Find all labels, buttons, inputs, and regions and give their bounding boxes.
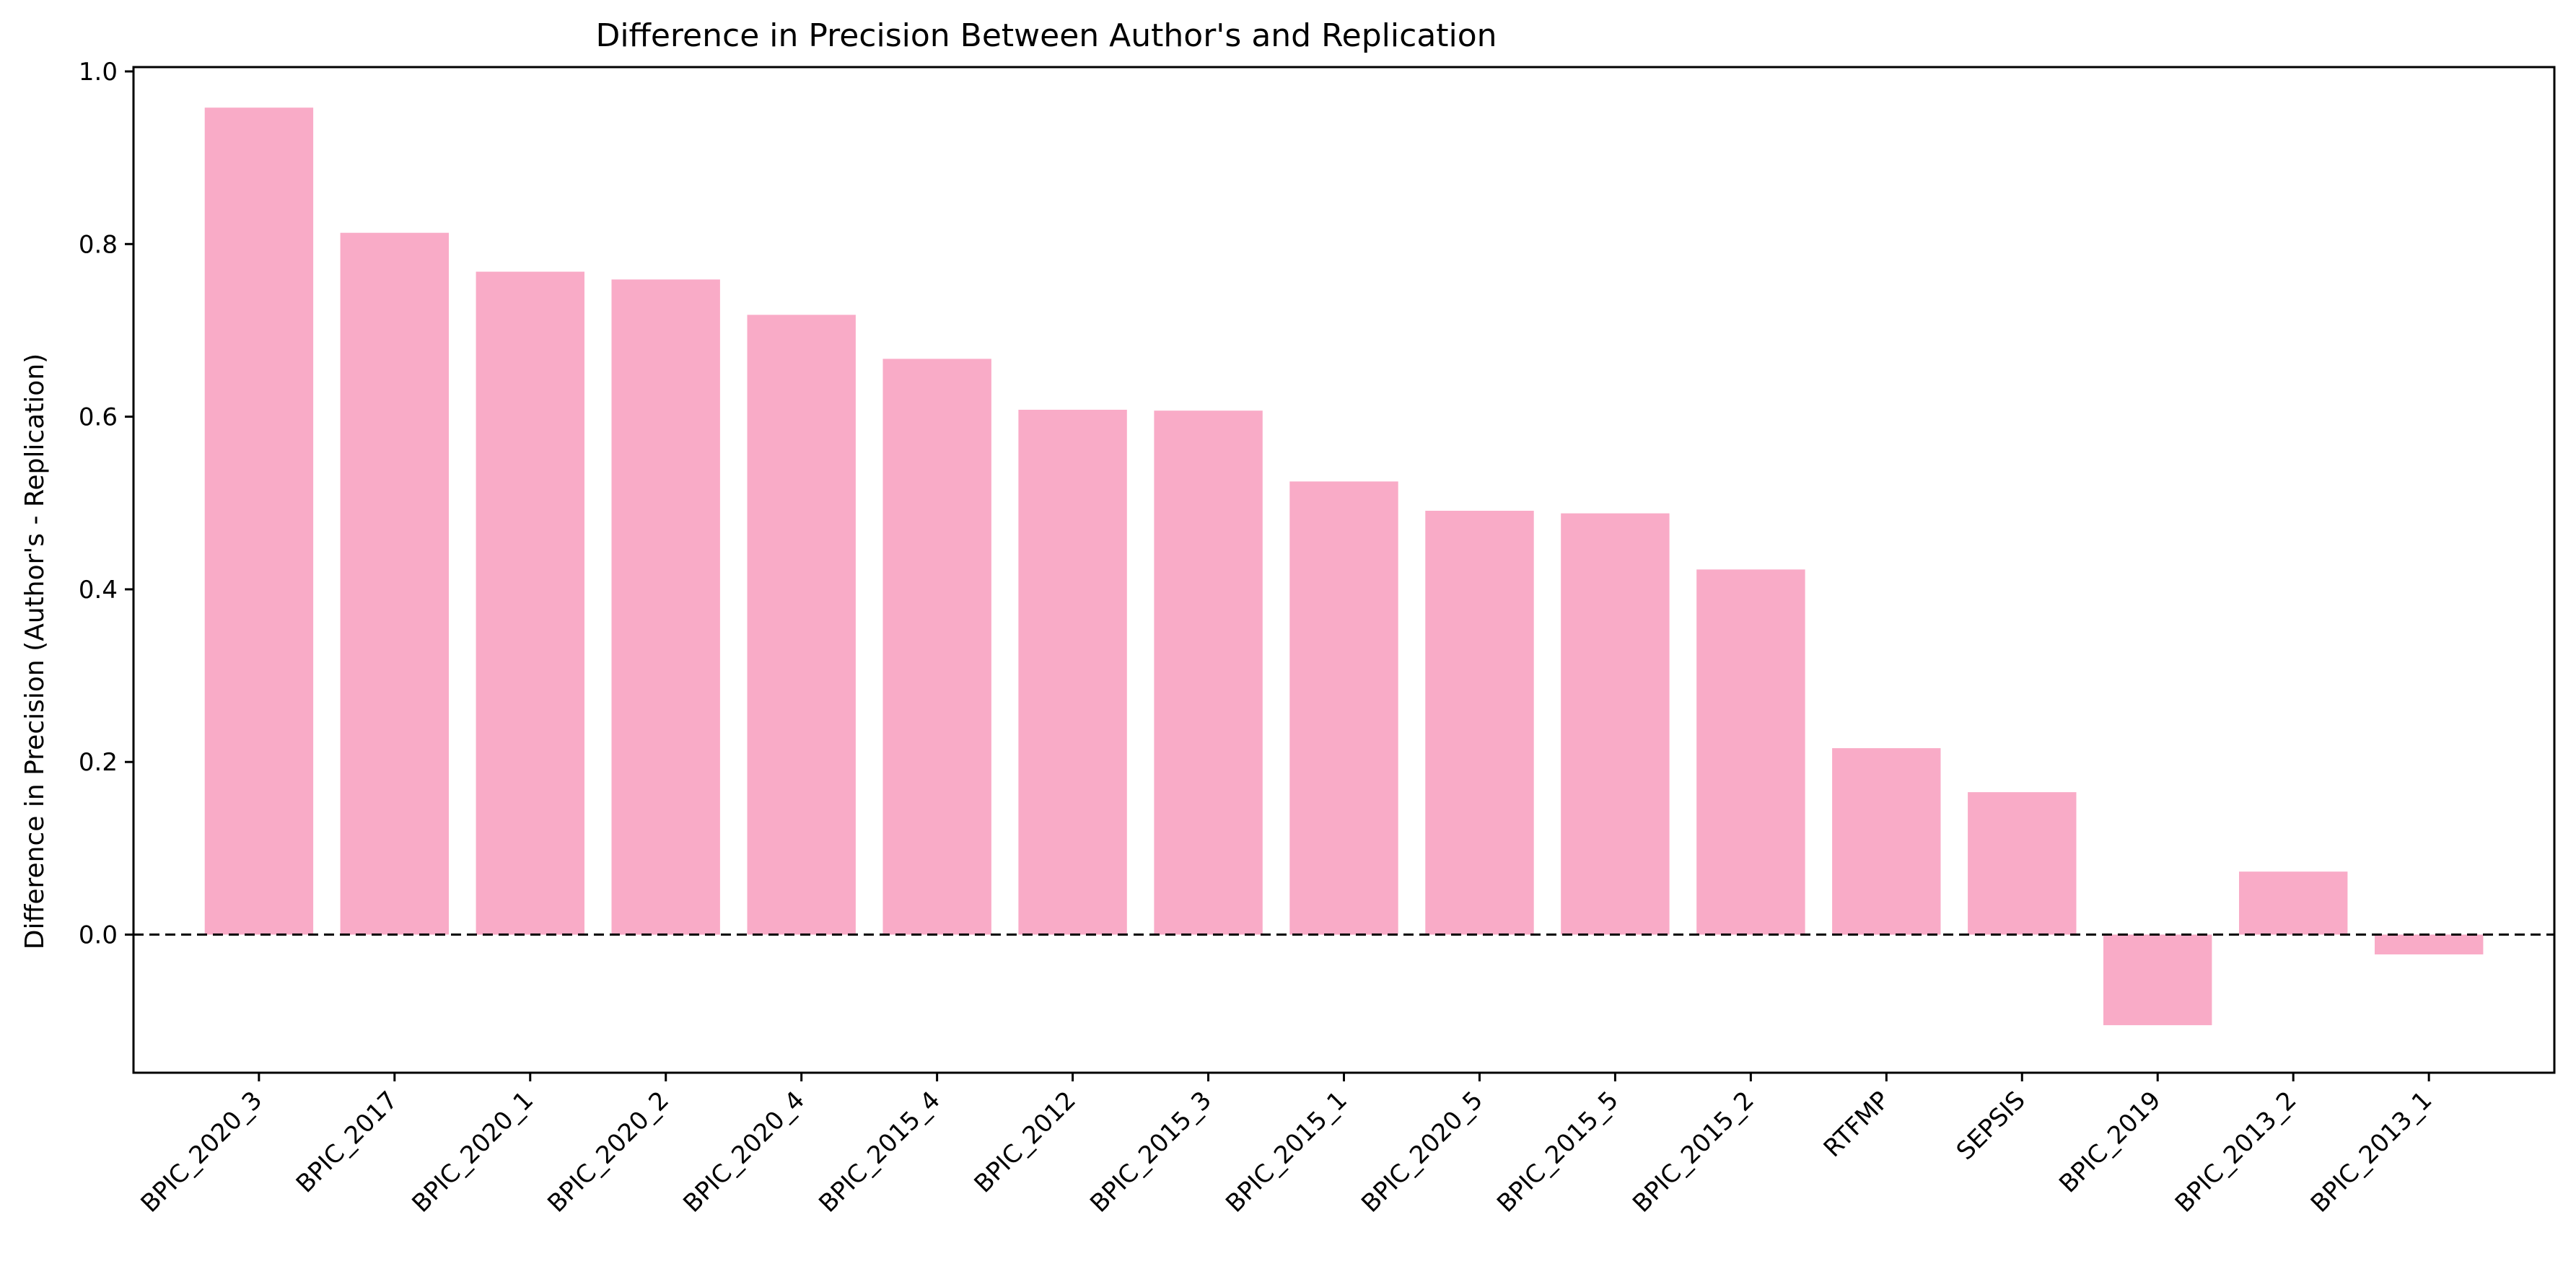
x-tick-label: BPIC_2013_1 — [2305, 1086, 2438, 1218]
bar-bpic-2020-1 — [476, 271, 584, 935]
y-tick-label: 0.6 — [79, 403, 118, 432]
bar-bpic-2015-5 — [1561, 513, 1670, 935]
x-tick-label: BPIC_2015_3 — [1085, 1086, 1217, 1218]
x-tick-label: BPIC_2015_4 — [813, 1086, 946, 1218]
x-tick-label: BPIC_2015_1 — [1220, 1086, 1353, 1218]
bar-bpic-2015-4 — [882, 359, 991, 935]
x-tick-label: BPIC_2015_5 — [1491, 1086, 1624, 1218]
x-tick-label: SEPSIS — [1951, 1086, 2031, 1166]
bar-bpic-2017 — [340, 232, 449, 935]
bar-bpic-2015-3 — [1154, 410, 1263, 935]
bar-bpic-2020-2 — [611, 279, 720, 935]
x-tick-label: RTFMP — [1818, 1086, 1896, 1163]
bar-rtfmp — [1832, 748, 1941, 935]
bar-bpic-2012 — [1018, 410, 1127, 935]
bar-bpic-2015-2 — [1696, 569, 1805, 935]
y-tick-label: 1.0 — [79, 58, 118, 87]
x-tick-label: BPIC_2013_2 — [2170, 1086, 2303, 1218]
x-tick-label: BPIC_2020_2 — [542, 1086, 675, 1218]
x-tick-label: BPIC_2020_5 — [1356, 1086, 1489, 1218]
y-axis-label: Difference in Precision (Author's - Repl… — [20, 353, 50, 949]
bar-bpic-2013-1 — [2375, 934, 2484, 954]
chart-title: Difference in Precision Between Author's… — [595, 17, 1497, 54]
x-axis-ticks: BPIC_2020_3 BPIC_2017 BPIC_2020_1 BPIC_2020… — [136, 1073, 2438, 1218]
y-axis-ticks: 0.0 0.2 0.4 0.6 0.8 1.0 — [79, 58, 133, 950]
y-tick-label: 0.4 — [79, 576, 118, 605]
bar-bpic-2020-3 — [204, 107, 314, 935]
bars-group — [204, 107, 2484, 1026]
x-tick-label: BPIC_2020_3 — [136, 1086, 268, 1218]
bar-bpic-2019 — [2103, 934, 2212, 1026]
x-tick-label: BPIC_2020_4 — [678, 1086, 810, 1218]
bar-sepsis — [1968, 792, 2077, 935]
x-tick-label: BPIC_2017 — [291, 1086, 403, 1198]
y-tick-label: 0.8 — [79, 230, 118, 259]
bar-bpic-2020-4 — [747, 315, 856, 935]
bar-bpic-2013-2 — [2239, 871, 2348, 935]
plot-frame — [132, 66, 2556, 1074]
y-tick-label: 0.2 — [79, 748, 118, 777]
y-tick-label: 0.0 — [79, 921, 118, 950]
x-tick-label: BPIC_2012 — [969, 1086, 1082, 1198]
bar-bpic-2015-1 — [1289, 481, 1398, 935]
x-tick-label: BPIC_2015_2 — [1627, 1086, 1760, 1218]
bar-bpic-2020-5 — [1425, 511, 1534, 935]
x-tick-label: BPIC_2019 — [2054, 1086, 2166, 1198]
x-tick-label: BPIC_2020_1 — [406, 1086, 539, 1218]
